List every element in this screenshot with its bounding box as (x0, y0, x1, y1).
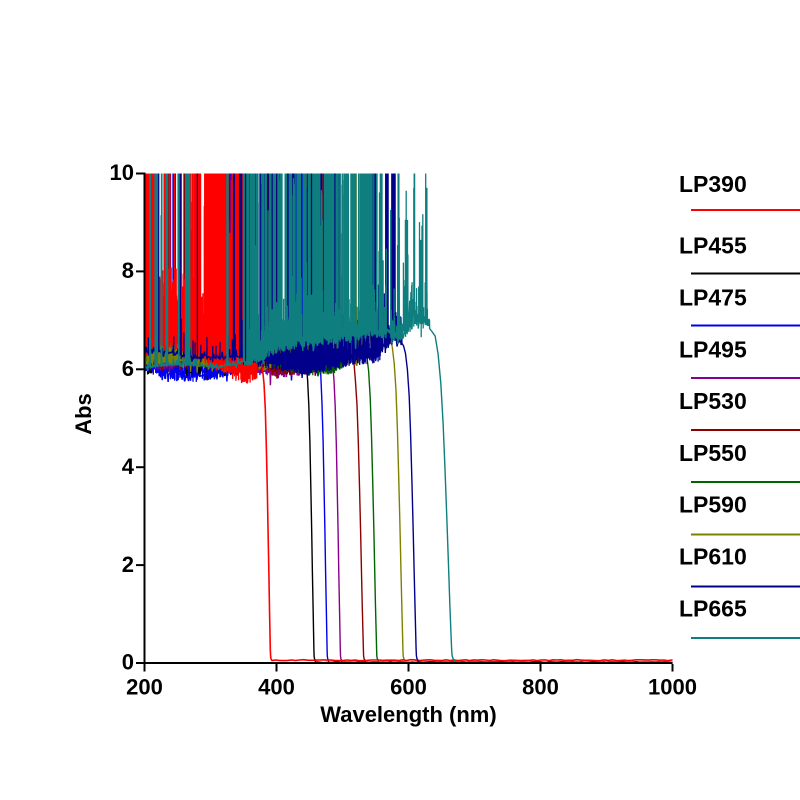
svg-text:LP475: LP475 (679, 285, 747, 311)
svg-text:LP550: LP550 (679, 440, 747, 466)
svg-text:4: 4 (122, 454, 135, 479)
svg-text:400: 400 (258, 675, 295, 700)
svg-text:LP665: LP665 (679, 595, 747, 621)
svg-text:1000: 1000 (648, 675, 697, 700)
svg-text:LP610: LP610 (679, 544, 747, 570)
svg-text:2: 2 (122, 552, 134, 577)
svg-text:0: 0 (122, 650, 134, 675)
svg-text:8: 8 (122, 258, 134, 283)
svg-text:6: 6 (122, 356, 134, 381)
svg-text:600: 600 (390, 675, 427, 700)
svg-text:LP530: LP530 (679, 388, 747, 414)
svg-text:Wavelength (nm): Wavelength (nm) (320, 702, 496, 727)
svg-text:LP390: LP390 (679, 171, 747, 197)
svg-text:LP495: LP495 (679, 336, 747, 362)
svg-text:Abs: Abs (71, 393, 96, 435)
svg-text:LP455: LP455 (679, 233, 747, 259)
svg-text:LP590: LP590 (679, 492, 747, 518)
svg-text:800: 800 (522, 675, 559, 700)
svg-text:200: 200 (126, 675, 163, 700)
svg-text:10: 10 (110, 160, 134, 185)
